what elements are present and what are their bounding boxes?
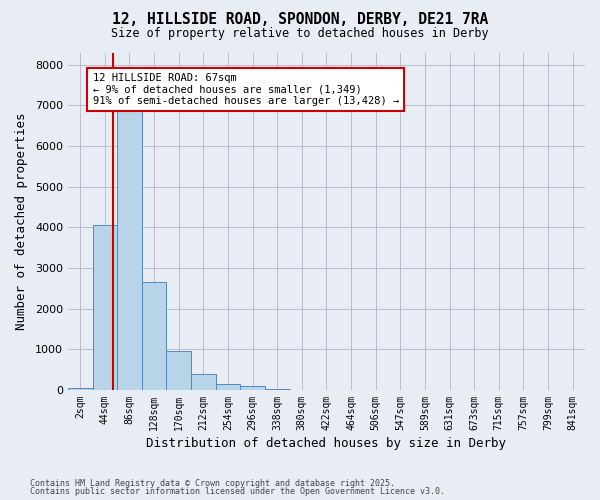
- Text: Contains HM Land Registry data © Crown copyright and database right 2025.: Contains HM Land Registry data © Crown c…: [30, 478, 395, 488]
- Bar: [142, 282, 166, 390]
- Bar: [265, 389, 290, 390]
- Bar: [240, 386, 265, 390]
- X-axis label: Distribution of detached houses by size in Derby: Distribution of detached houses by size …: [146, 437, 506, 450]
- Bar: [215, 384, 240, 390]
- Y-axis label: Number of detached properties: Number of detached properties: [15, 112, 28, 330]
- Text: 12, HILLSIDE ROAD, SPONDON, DERBY, DE21 7RA: 12, HILLSIDE ROAD, SPONDON, DERBY, DE21 …: [112, 12, 488, 28]
- Bar: [68, 388, 92, 390]
- Bar: [191, 374, 215, 390]
- Text: Size of property relative to detached houses in Derby: Size of property relative to detached ho…: [111, 28, 489, 40]
- Bar: [166, 352, 191, 390]
- Bar: [92, 226, 117, 390]
- Text: Contains public sector information licensed under the Open Government Licence v3: Contains public sector information licen…: [30, 487, 445, 496]
- Text: 12 HILLSIDE ROAD: 67sqm
← 9% of detached houses are smaller (1,349)
91% of semi-: 12 HILLSIDE ROAD: 67sqm ← 9% of detached…: [92, 73, 399, 106]
- Bar: [117, 89, 142, 390]
